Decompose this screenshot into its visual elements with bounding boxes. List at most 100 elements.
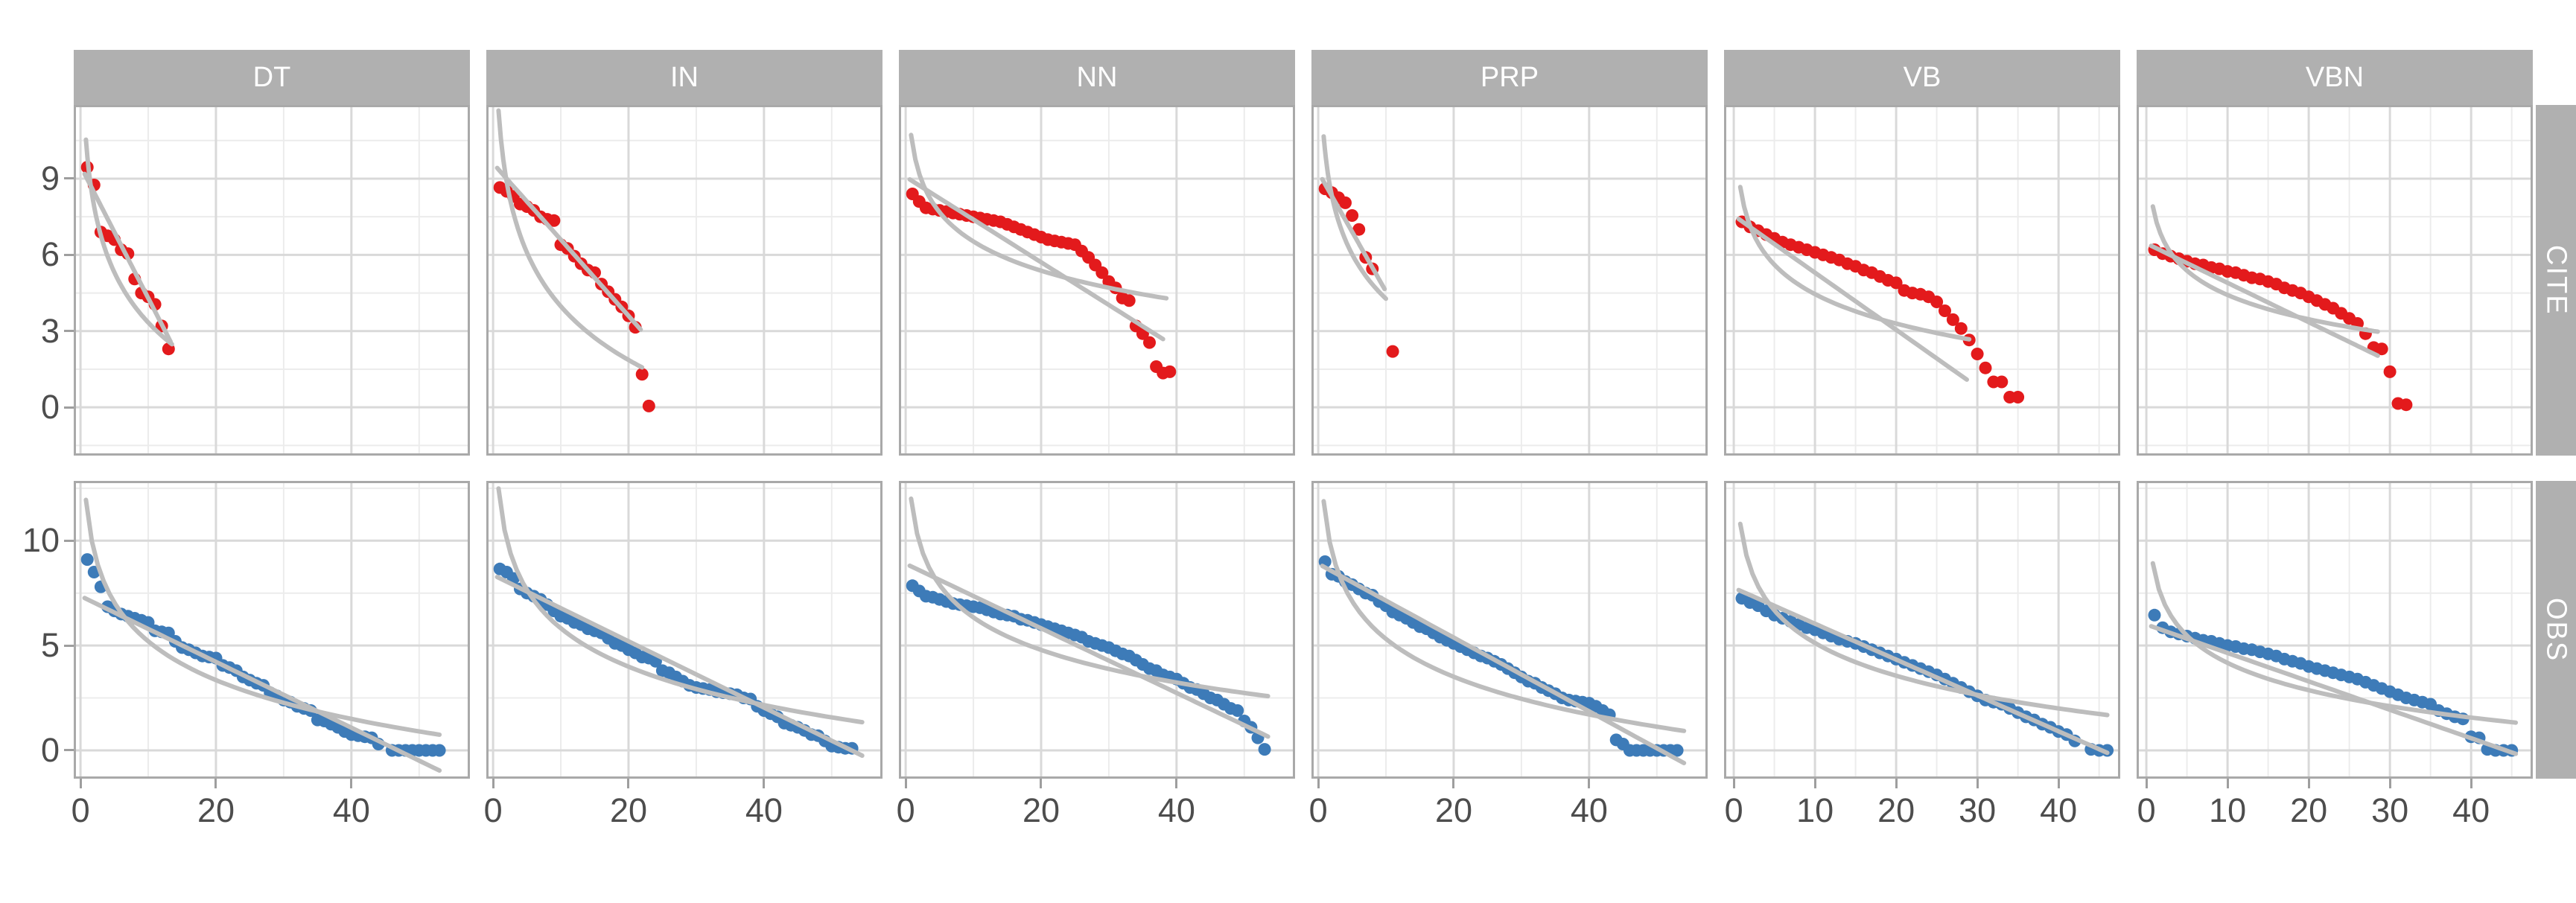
panel-obs-in <box>486 481 882 779</box>
x-tick-mark <box>1895 779 1898 788</box>
x-tick-label: 10 <box>1796 791 1834 829</box>
x-tick-mark <box>627 779 630 788</box>
y-tick-mark <box>64 539 74 542</box>
x-tick-label: 0 <box>483 791 503 829</box>
x-tick-mark <box>1452 779 1455 788</box>
x-tick-mark <box>763 779 766 788</box>
x-tick-mark <box>2470 779 2472 788</box>
x-tick-mark <box>79 779 82 788</box>
fit-linear-curve <box>494 165 643 332</box>
x-tick-mark <box>1317 779 1320 788</box>
fit-linear-curve <box>2149 243 2380 358</box>
facet-strip-vbn-label: VBN <box>2305 61 2364 93</box>
y-tick-mark <box>64 644 74 647</box>
y-tick-mark <box>64 330 74 333</box>
fit-linear-curve <box>1736 587 2110 756</box>
x-tick-label: 0 <box>71 791 90 829</box>
facet-strip-prp-label: PRP <box>1480 61 1539 93</box>
panel-cite-nn <box>899 105 1295 456</box>
facet-strip-in-label: IN <box>670 61 699 93</box>
y-tick-label: 9 <box>40 159 60 197</box>
x-tick-label: 20 <box>1434 791 1472 829</box>
x-tick-label: 10 <box>2209 791 2247 829</box>
panel-cite-prp <box>1311 105 1708 456</box>
panel-obs-vb <box>1724 481 2120 779</box>
x-tick-label: 40 <box>1157 791 1195 829</box>
x-tick-label: 20 <box>197 791 235 829</box>
panel-cite-vbn <box>2137 105 2533 456</box>
fit-log-curve <box>83 137 174 347</box>
facet-strip-vb-label: VB <box>1903 61 1941 93</box>
facet-strip-cite-label: CITE <box>2540 245 2572 316</box>
facet-strip-vbn: VBN <box>2137 50 2533 105</box>
panel-obs-prp <box>1311 481 1708 779</box>
fit-linear-curve <box>907 563 1270 739</box>
x-tick-label: 0 <box>1308 791 1328 829</box>
fit-log-curve <box>83 497 442 737</box>
x-tick-label: 30 <box>2371 791 2409 829</box>
fit-log-curve <box>909 496 1270 699</box>
fit-log-curve <box>496 108 645 370</box>
x-tick-mark <box>1813 779 1816 788</box>
y-tick-label: 10 <box>22 521 60 560</box>
fit-linear-curve <box>82 596 442 773</box>
panel-cite-vb <box>1724 105 2120 456</box>
x-tick-label: 40 <box>745 791 783 829</box>
y-tick-label: 6 <box>40 235 60 274</box>
x-tick-label: 40 <box>2452 791 2490 829</box>
fit-linear-curve <box>82 171 173 344</box>
panel-cite-in <box>486 105 882 456</box>
x-tick-mark <box>2307 779 2310 788</box>
fit-log-curve <box>1737 185 1972 342</box>
y-tick-label: 0 <box>40 730 60 769</box>
x-tick-mark <box>2226 779 2229 788</box>
x-tick-label: 0 <box>2137 791 2156 829</box>
fit-linear-curve <box>494 575 865 758</box>
fit-log-curve <box>909 133 1169 301</box>
y-tick-label: 3 <box>40 311 60 350</box>
facet-strip-prp: PRP <box>1311 50 1708 105</box>
fit-log-curve <box>1321 134 1388 301</box>
x-tick-label: 20 <box>2290 791 2328 829</box>
panel-cite-dt <box>74 105 470 456</box>
fit-log-curve <box>1321 499 1687 733</box>
x-tick-mark <box>1976 779 1979 788</box>
facet-strip-vb: VB <box>1724 50 2120 105</box>
facet-strip-obs-label: OBS <box>2540 597 2572 663</box>
facet-strip-dt: DT <box>74 50 470 105</box>
facet-strip-dt-label: DT <box>252 61 291 93</box>
x-tick-label: 20 <box>609 791 647 829</box>
x-tick-mark <box>1175 779 1178 788</box>
y-tick-mark <box>64 406 74 409</box>
x-tick-mark <box>350 779 353 788</box>
fit-log-curve <box>496 486 865 725</box>
fit-log-curve <box>2150 204 2380 334</box>
panel-obs-dt <box>74 481 470 779</box>
x-tick-label: 0 <box>1724 791 1743 829</box>
facet-strip-nn-label: NN <box>1076 61 1118 93</box>
x-tick-mark <box>1040 779 1043 788</box>
fit-linear-curve <box>1736 217 1969 382</box>
panel-obs-vbn <box>2137 481 2533 779</box>
y-tick-label: 0 <box>40 388 60 427</box>
fit-linear-curve <box>1320 564 1687 765</box>
x-tick-mark <box>2145 779 2148 788</box>
x-tick-label: 40 <box>2040 791 2078 829</box>
panel-obs-nn <box>899 481 1295 779</box>
x-tick-mark <box>492 779 494 788</box>
fit-linear-curve <box>2149 624 2519 756</box>
y-tick-mark <box>64 749 74 752</box>
facet-strip-obs: OBS <box>2536 481 2576 779</box>
y-tick-mark <box>64 253 74 256</box>
x-tick-label: 30 <box>1959 791 1997 829</box>
x-tick-label: 20 <box>1877 791 1915 829</box>
fit-linear-curve <box>1320 176 1387 292</box>
x-tick-mark <box>2388 779 2391 788</box>
facet-strip-cite: CITE <box>2536 105 2576 456</box>
x-tick-mark <box>1732 779 1735 788</box>
x-tick-mark <box>214 779 217 788</box>
x-tick-mark <box>1588 779 1591 788</box>
facet-strip-in: IN <box>486 50 882 105</box>
x-tick-label: 40 <box>332 791 370 829</box>
